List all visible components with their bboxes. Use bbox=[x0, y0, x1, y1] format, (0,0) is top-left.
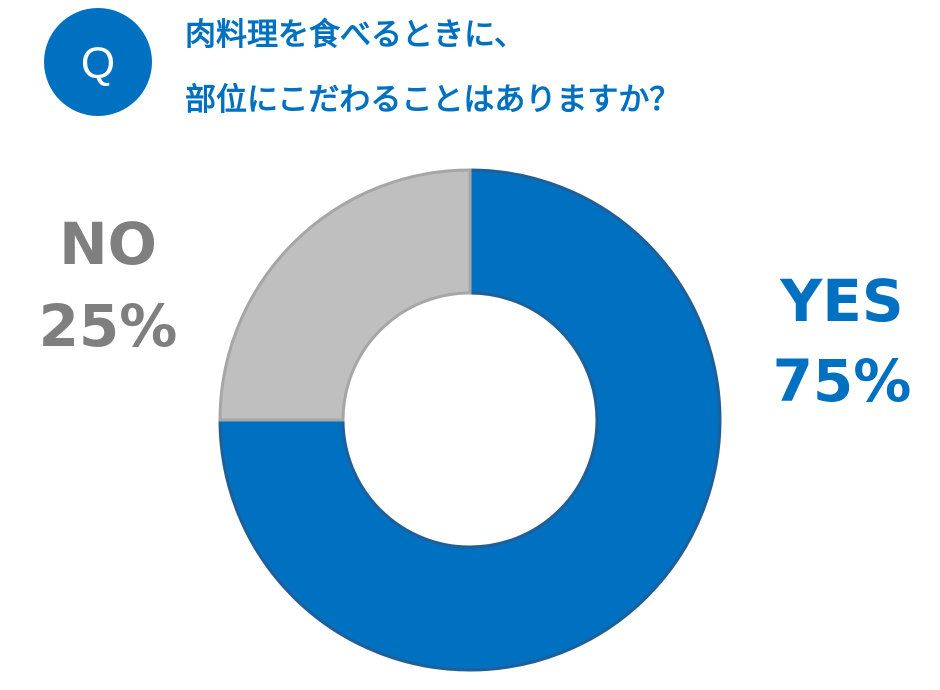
slice-value-label: 75% bbox=[773, 347, 912, 415]
pie-slice bbox=[218, 168, 472, 422]
badge-text: Q bbox=[81, 39, 115, 88]
chart-title: 部位にこだわることはありますか？ bbox=[185, 82, 680, 118]
slice-value-label: 25% bbox=[39, 292, 178, 360]
pie-slice bbox=[218, 168, 722, 672]
slice-category-label: NO bbox=[59, 210, 157, 278]
badge-circle bbox=[44, 8, 152, 116]
chart-title: 肉料理を食べるときに、 bbox=[185, 17, 525, 53]
slice-category-label: YES bbox=[779, 267, 903, 335]
